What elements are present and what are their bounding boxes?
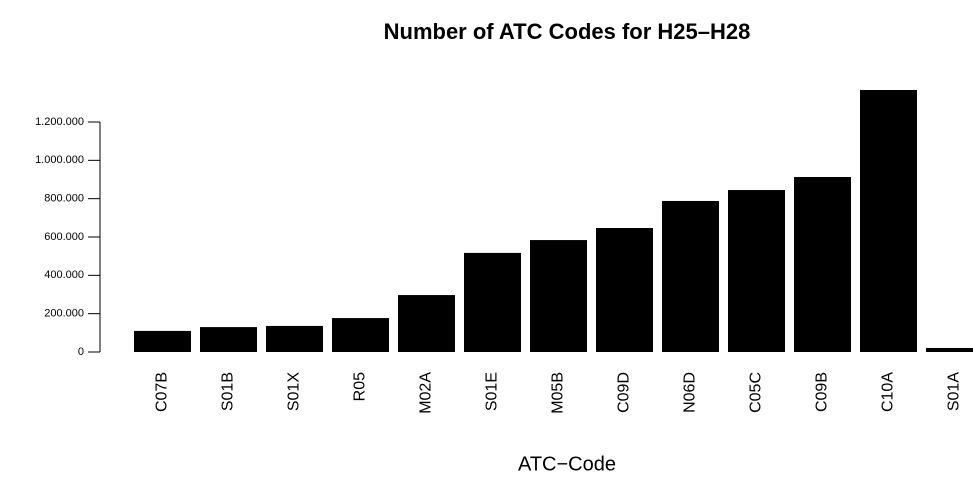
x-axis-label: ATC−Code (518, 453, 616, 475)
bar (332, 318, 389, 352)
chart-title: Number of ATC Codes for H25–H28 (384, 19, 751, 44)
x-tick-label: S01B (220, 372, 237, 411)
x-tick-label: C05C (748, 372, 765, 413)
x-tick-label: C09D (616, 372, 633, 413)
bar (728, 190, 785, 352)
bar (134, 330, 191, 352)
x-tick-label: S01E (484, 372, 501, 411)
bar (596, 227, 653, 352)
bar (860, 89, 917, 352)
bar (926, 347, 973, 352)
y-tick-label: 200.000 (44, 308, 84, 320)
y-tick-label: 0 (78, 346, 84, 358)
y-tick-label: 800.000 (44, 193, 84, 205)
x-tick-label: M02A (418, 372, 435, 414)
y-tick-label: 1.200.000 (35, 116, 84, 128)
x-tick-label: R05 (352, 372, 369, 401)
x-tick-label: N06D (682, 372, 699, 413)
x-tick-label: S01X (286, 372, 303, 411)
bar (530, 240, 587, 352)
x-tick-label: C07B (154, 372, 171, 412)
bar (464, 252, 521, 352)
x-tick-label: C09B (814, 372, 831, 412)
bar (794, 177, 851, 352)
x-tick-label: C10A (880, 372, 897, 412)
x-tick-label: M05B (550, 372, 567, 414)
bar (662, 200, 719, 352)
bar (398, 295, 455, 352)
bar (200, 327, 257, 352)
y-tick-label: 600.000 (44, 231, 84, 243)
x-tick-label: S01A (946, 372, 963, 411)
y-tick-label: 1.000.000 (35, 154, 84, 166)
bar (266, 325, 323, 352)
y-tick-label: 400.000 (44, 269, 84, 281)
